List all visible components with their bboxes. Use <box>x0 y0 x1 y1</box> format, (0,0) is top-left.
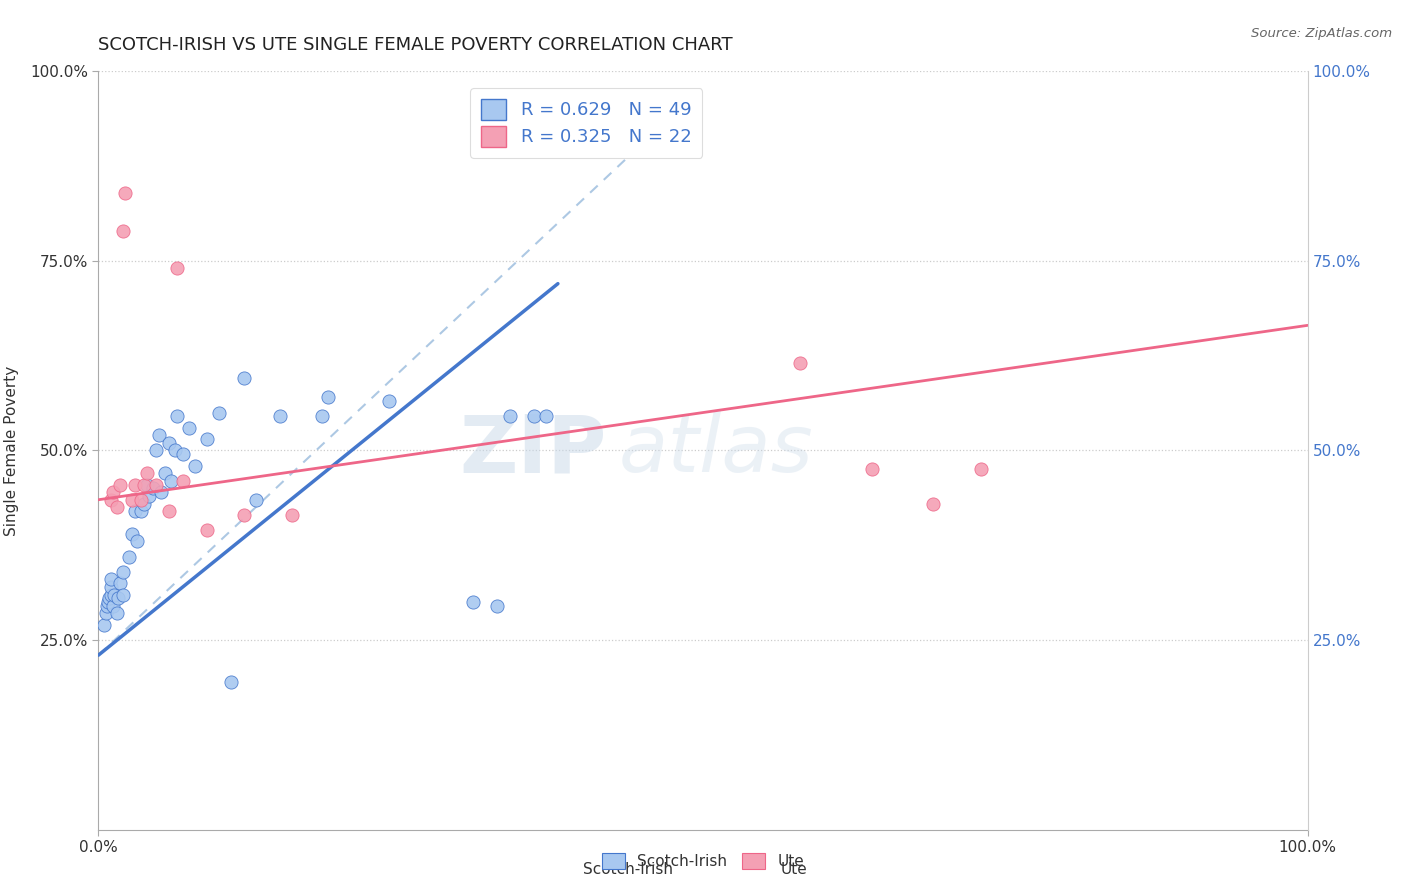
Point <box>105 500 128 515</box>
Point <box>100 580 122 594</box>
Point <box>142 482 165 496</box>
Point <box>96 599 118 613</box>
Point <box>121 492 143 507</box>
Point <box>208 405 231 420</box>
Text: ZIP: ZIP <box>458 411 606 490</box>
Point <box>135 467 157 481</box>
Point <box>127 534 149 549</box>
Point <box>179 421 201 435</box>
Point <box>195 432 218 446</box>
Point <box>153 467 176 481</box>
Point <box>101 485 124 500</box>
Point <box>148 428 170 442</box>
Point <box>111 588 134 602</box>
Y-axis label: Single Female Poverty: Single Female Poverty <box>4 366 18 535</box>
Point <box>195 523 218 537</box>
Text: Ute: Ute <box>780 863 807 877</box>
Point <box>111 223 134 237</box>
Text: atlas: atlas <box>619 411 813 490</box>
Point <box>172 474 194 488</box>
Point <box>221 674 243 689</box>
Text: SCOTCH-IRISH VS UTE SINGLE FEMALE POVERTY CORRELATION CHART: SCOTCH-IRISH VS UTE SINGLE FEMALE POVERT… <box>98 36 733 54</box>
Point <box>134 477 156 491</box>
Point <box>111 565 134 579</box>
Point <box>860 462 883 476</box>
Point <box>105 607 128 621</box>
Point <box>93 617 115 632</box>
Point <box>184 458 207 473</box>
Point <box>124 504 146 518</box>
Point <box>150 485 173 500</box>
Point <box>463 595 485 609</box>
Point <box>135 477 157 491</box>
Point <box>98 591 121 606</box>
Point <box>101 599 124 613</box>
Point <box>523 409 546 424</box>
Point <box>129 492 152 507</box>
Point <box>269 409 291 424</box>
Point <box>245 492 267 507</box>
Point <box>166 261 188 276</box>
Text: Source: ZipAtlas.com: Source: ZipAtlas.com <box>1251 27 1392 40</box>
Point <box>108 477 131 491</box>
Point <box>377 394 399 409</box>
Point <box>166 409 188 424</box>
Point <box>486 599 509 613</box>
Point <box>921 496 943 510</box>
Point <box>118 549 141 564</box>
Point <box>172 447 194 461</box>
Point <box>157 504 180 518</box>
Point <box>498 409 520 424</box>
Point <box>94 607 117 621</box>
Point <box>311 409 333 424</box>
Point <box>145 443 167 458</box>
Point <box>129 504 152 518</box>
Point <box>316 391 339 405</box>
Point <box>138 489 160 503</box>
Legend: Scotch-Irish, Ute: Scotch-Irish, Ute <box>596 847 810 875</box>
Point <box>789 356 811 370</box>
Point <box>103 588 125 602</box>
Point <box>121 526 143 541</box>
Legend: R = 0.629   N = 49, R = 0.325   N = 22: R = 0.629 N = 49, R = 0.325 N = 22 <box>470 88 703 158</box>
Point <box>100 492 122 507</box>
Point <box>100 573 122 587</box>
Point <box>232 508 254 522</box>
Point <box>970 462 993 476</box>
Point <box>97 595 120 609</box>
Point <box>107 591 129 606</box>
Point <box>160 474 183 488</box>
Point <box>163 443 186 458</box>
Point <box>232 371 254 385</box>
Point <box>534 409 557 424</box>
Point <box>134 496 156 510</box>
Point <box>114 186 136 200</box>
Point <box>157 436 180 450</box>
Point <box>108 576 131 591</box>
Point <box>145 477 167 491</box>
Point <box>281 508 304 522</box>
Point <box>100 588 122 602</box>
Point <box>124 477 146 491</box>
Text: Scotch-Irish: Scotch-Irish <box>583 863 673 877</box>
